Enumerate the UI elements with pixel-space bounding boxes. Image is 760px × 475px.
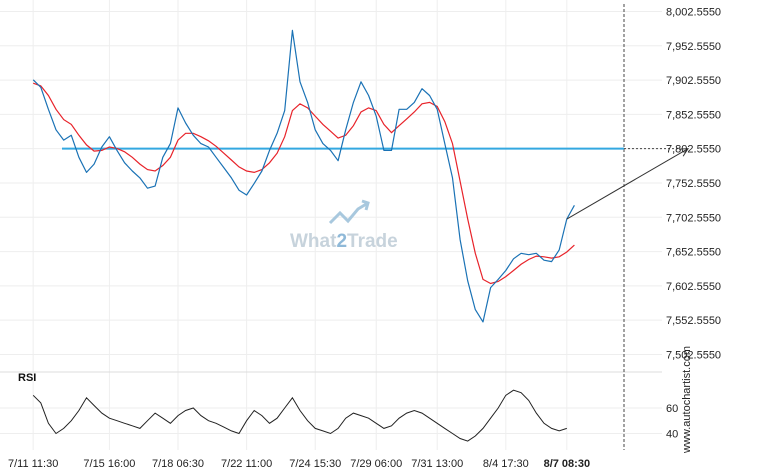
y-tick-label: 7,552.5550 <box>666 315 721 327</box>
rsi-tick-label: 40 <box>666 428 678 440</box>
x-tick-label: 7/29 06:00 <box>350 458 402 470</box>
chart-arrow-logo-icon <box>328 199 370 225</box>
x-tick-label: 7/31 13:00 <box>411 458 463 470</box>
x-tick-label: 8/4 17:30 <box>483 458 529 470</box>
y-tick-label: 7,752.5550 <box>666 178 721 190</box>
price-line <box>32 29 575 323</box>
x-tick-label: 7/18 06:30 <box>152 458 204 470</box>
y-tick-label: 7,802.5550 <box>666 144 721 156</box>
projection <box>566 148 689 220</box>
y-tick-label: 7,952.5550 <box>666 41 721 53</box>
rsi-line <box>32 389 567 442</box>
y-tick-label: 7,702.5550 <box>666 212 721 224</box>
y-tick-label: 7,902.5550 <box>666 75 721 87</box>
rsi-label: RSI <box>18 372 36 384</box>
x-axis: 7/11 11:30 7/15 16:00 7/18 06:30 7/22 11:00… <box>8 458 590 470</box>
projection-arrowhead <box>678 148 689 157</box>
x-tick-label: 7/24 15:30 <box>289 458 341 470</box>
moving-average-series <box>32 82 575 285</box>
x-tick-label: 8/7 08:30 <box>544 458 590 470</box>
x-tick-label: 7/15 16:00 <box>83 458 135 470</box>
y-tick-label: 7,502.5550 <box>666 349 721 361</box>
projection-arrow <box>566 148 689 220</box>
x-tick-label: 7/22 11:00 <box>221 458 272 470</box>
watermark-text: What2Trade <box>290 231 398 252</box>
rsi-panel <box>32 389 567 442</box>
y-tick-label: 7,652.5550 <box>666 247 721 259</box>
side-credit: www.autochartist.com <box>681 346 693 454</box>
y-tick-label: 7,602.5550 <box>666 281 721 293</box>
y-tick-label: 8,002.5550 <box>666 6 721 18</box>
y-axis: 8,002.5550 7,952.5550 7,902.5550 7,852.5550… <box>666 6 721 440</box>
price-series <box>32 29 575 323</box>
x-tick-label: 7/11 11:30 <box>8 458 58 470</box>
moving-average-line <box>32 82 575 285</box>
rsi-tick-label: 60 <box>666 403 678 415</box>
y-tick-label: 7,852.5550 <box>666 109 721 121</box>
watermark: What2Trade <box>290 199 398 252</box>
